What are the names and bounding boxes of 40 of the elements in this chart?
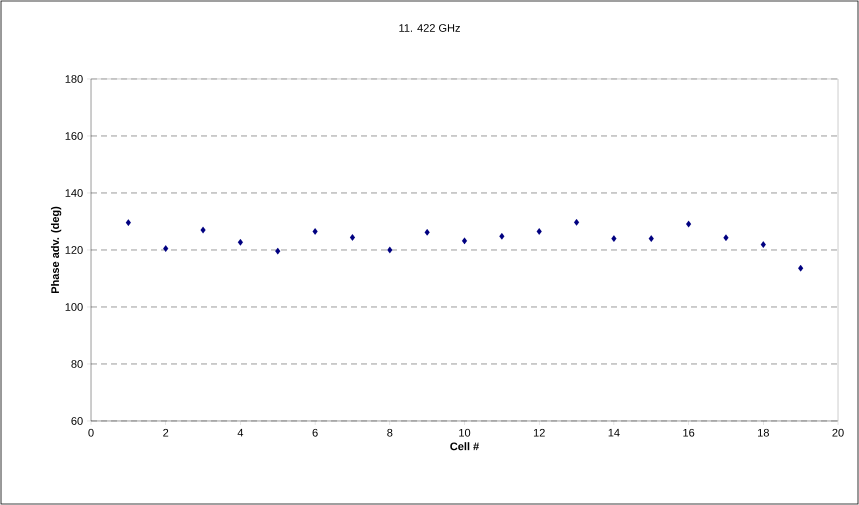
point [238, 238, 244, 246]
x-tick-label: 18 [758, 428, 769, 437]
x-tick-label: 16 [683, 428, 694, 437]
y-tick-label: 180 [66, 75, 83, 83]
x-tick-label: 14 [608, 428, 620, 436]
point [312, 228, 318, 235]
x-tick-label: 12 [534, 428, 545, 437]
point [462, 237, 468, 244]
point [574, 218, 580, 226]
y-tick-label: 80 [71, 360, 83, 368]
point [163, 245, 168, 252]
x-tick-label: 8 [387, 428, 392, 437]
point [126, 219, 131, 226]
point [723, 234, 729, 242]
point [499, 232, 504, 240]
x-tick-label: 4 [238, 428, 244, 436]
x-tick-label: 10 [459, 428, 470, 437]
chart-title: 11. 422 GHz [399, 24, 460, 32]
point [536, 228, 542, 235]
x-tick-label: 6 [312, 428, 318, 437]
y-tick-label: 100 [66, 303, 83, 311]
y-axis-title: Phase adv. (deg) [50, 206, 62, 294]
point [648, 235, 654, 242]
point [275, 248, 280, 255]
x-tick-label: 2 [163, 428, 168, 437]
point [200, 226, 206, 234]
point [611, 235, 617, 242]
point [686, 220, 692, 228]
y-tick-label: 140 [66, 189, 83, 197]
x-axis-title: Cell # [450, 442, 479, 450]
point [760, 241, 766, 248]
y-tick-label: 120 [66, 246, 83, 254]
point [424, 228, 430, 236]
x-tick-label: 20 [832, 428, 844, 437]
y-tick-label: 60 [71, 417, 83, 425]
point [387, 246, 392, 254]
y-tick-label: 160 [66, 132, 83, 140]
x-tick-label: 0 [88, 428, 94, 437]
point [350, 234, 356, 241]
point [798, 264, 804, 272]
